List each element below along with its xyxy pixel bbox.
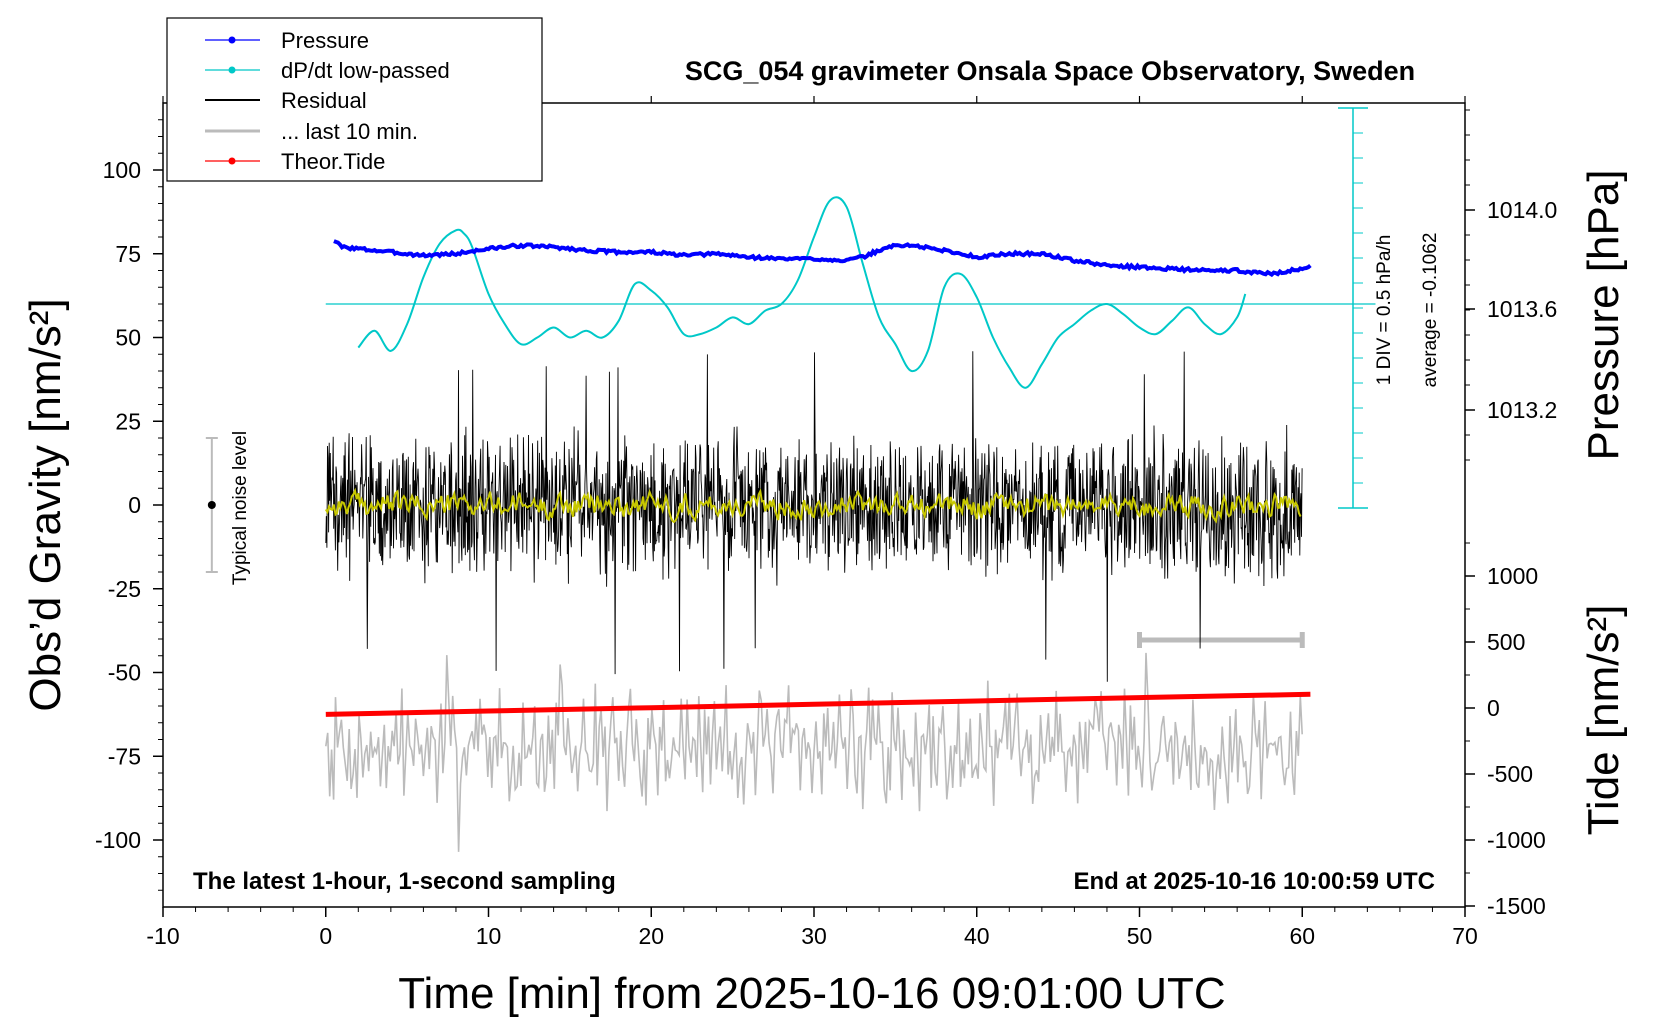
pressure-tick-label: 1014.0	[1487, 197, 1557, 223]
tide-tick-label: -500	[1487, 761, 1533, 787]
tide-tick-label: 1000	[1487, 563, 1538, 589]
y-tick-label: 25	[115, 408, 141, 434]
tide-tick-label: 500	[1487, 629, 1525, 655]
chart-title: SCG_054 gravimeter Onsala Space Observat…	[685, 56, 1415, 86]
x-tick-label: 70	[1452, 923, 1478, 949]
y-tick-label: -100	[95, 827, 141, 853]
tide-tick-label: -1000	[1487, 827, 1546, 853]
noise-level-dot	[207, 501, 216, 509]
legend-label-residual: Residual	[281, 88, 367, 113]
y-tick-label: 75	[115, 241, 141, 267]
x-tick-label: 40	[964, 923, 990, 949]
x-axis-title: Time [min] from 2025-10-16 09:01:00 UTC	[398, 969, 1225, 1018]
legend-item-tide: Theor.Tide	[205, 149, 385, 174]
y-tick-label: 100	[103, 157, 141, 183]
x-tick-label: 60	[1289, 923, 1315, 949]
legend-item-dpdt: dP/dt low-passed	[205, 58, 450, 83]
y-tick-label: 0	[128, 492, 141, 518]
y-axis-title-tide: Tide [nm/s²]	[1579, 605, 1628, 836]
y-axis-title-pressure: Pressure [hPa]	[1579, 169, 1628, 460]
y-tick-label: -25	[108, 576, 141, 602]
tide-tick-label: -1500	[1487, 893, 1546, 919]
pressure-scale-label: 1 DIV = 0.5 hPa/h	[1374, 235, 1395, 386]
legend-item-pressure: Pressure	[205, 28, 369, 53]
sampling-note: The latest 1-hour, 1-second sampling	[193, 868, 616, 895]
tide-tick-label: 0	[1487, 695, 1500, 721]
last-10min-trace	[325, 652, 1303, 852]
y-axis-title-left: Obs’d Gravity [nm/s²]	[21, 298, 70, 711]
noise-level-label: Typical noise level	[230, 431, 251, 585]
legend-label-tide: Theor.Tide	[281, 149, 385, 174]
dpdt-curve	[357, 196, 1247, 389]
legend-item-residual: Residual	[205, 88, 367, 113]
x-tick-label: 50	[1127, 923, 1153, 949]
pressure-tick-label: 1013.6	[1487, 296, 1557, 322]
pressure-curve	[333, 239, 1312, 278]
legend-label-dpdt: dP/dt low-passed	[281, 58, 450, 83]
legend-label-last10: ... last 10 min.	[281, 119, 418, 144]
x-tick-label: 0	[319, 923, 332, 949]
smoothed-residual-trace	[324, 487, 1302, 524]
tide-curve	[325, 691, 1311, 717]
legend: Pressure dP/dt low-passed Residual ... l…	[166, 17, 543, 182]
y-tick-label: 50	[115, 325, 141, 351]
x-tick-label: 10	[476, 923, 502, 949]
y-tick-label: -50	[108, 660, 141, 686]
legend-item-last10: ... last 10 min.	[205, 119, 418, 144]
pressure-average-label: average = -0.1062	[1420, 233, 1441, 388]
x-tick-label: 30	[801, 923, 827, 949]
x-tick-label: -10	[146, 923, 179, 949]
legend-label-pressure: Pressure	[281, 28, 369, 53]
x-tick-label: 20	[638, 923, 664, 949]
end-time-note: End at 2025-10-16 10:00:59 UTC	[1074, 868, 1436, 895]
ticks-layer: -10 0 10 20 30 40 50 60 701007550250-25-50-75-10…	[95, 96, 1557, 949]
y-tick-label: -75	[108, 743, 141, 769]
series-layer	[205, 107, 1376, 852]
pressure-tick-label: 1013.2	[1487, 397, 1557, 423]
